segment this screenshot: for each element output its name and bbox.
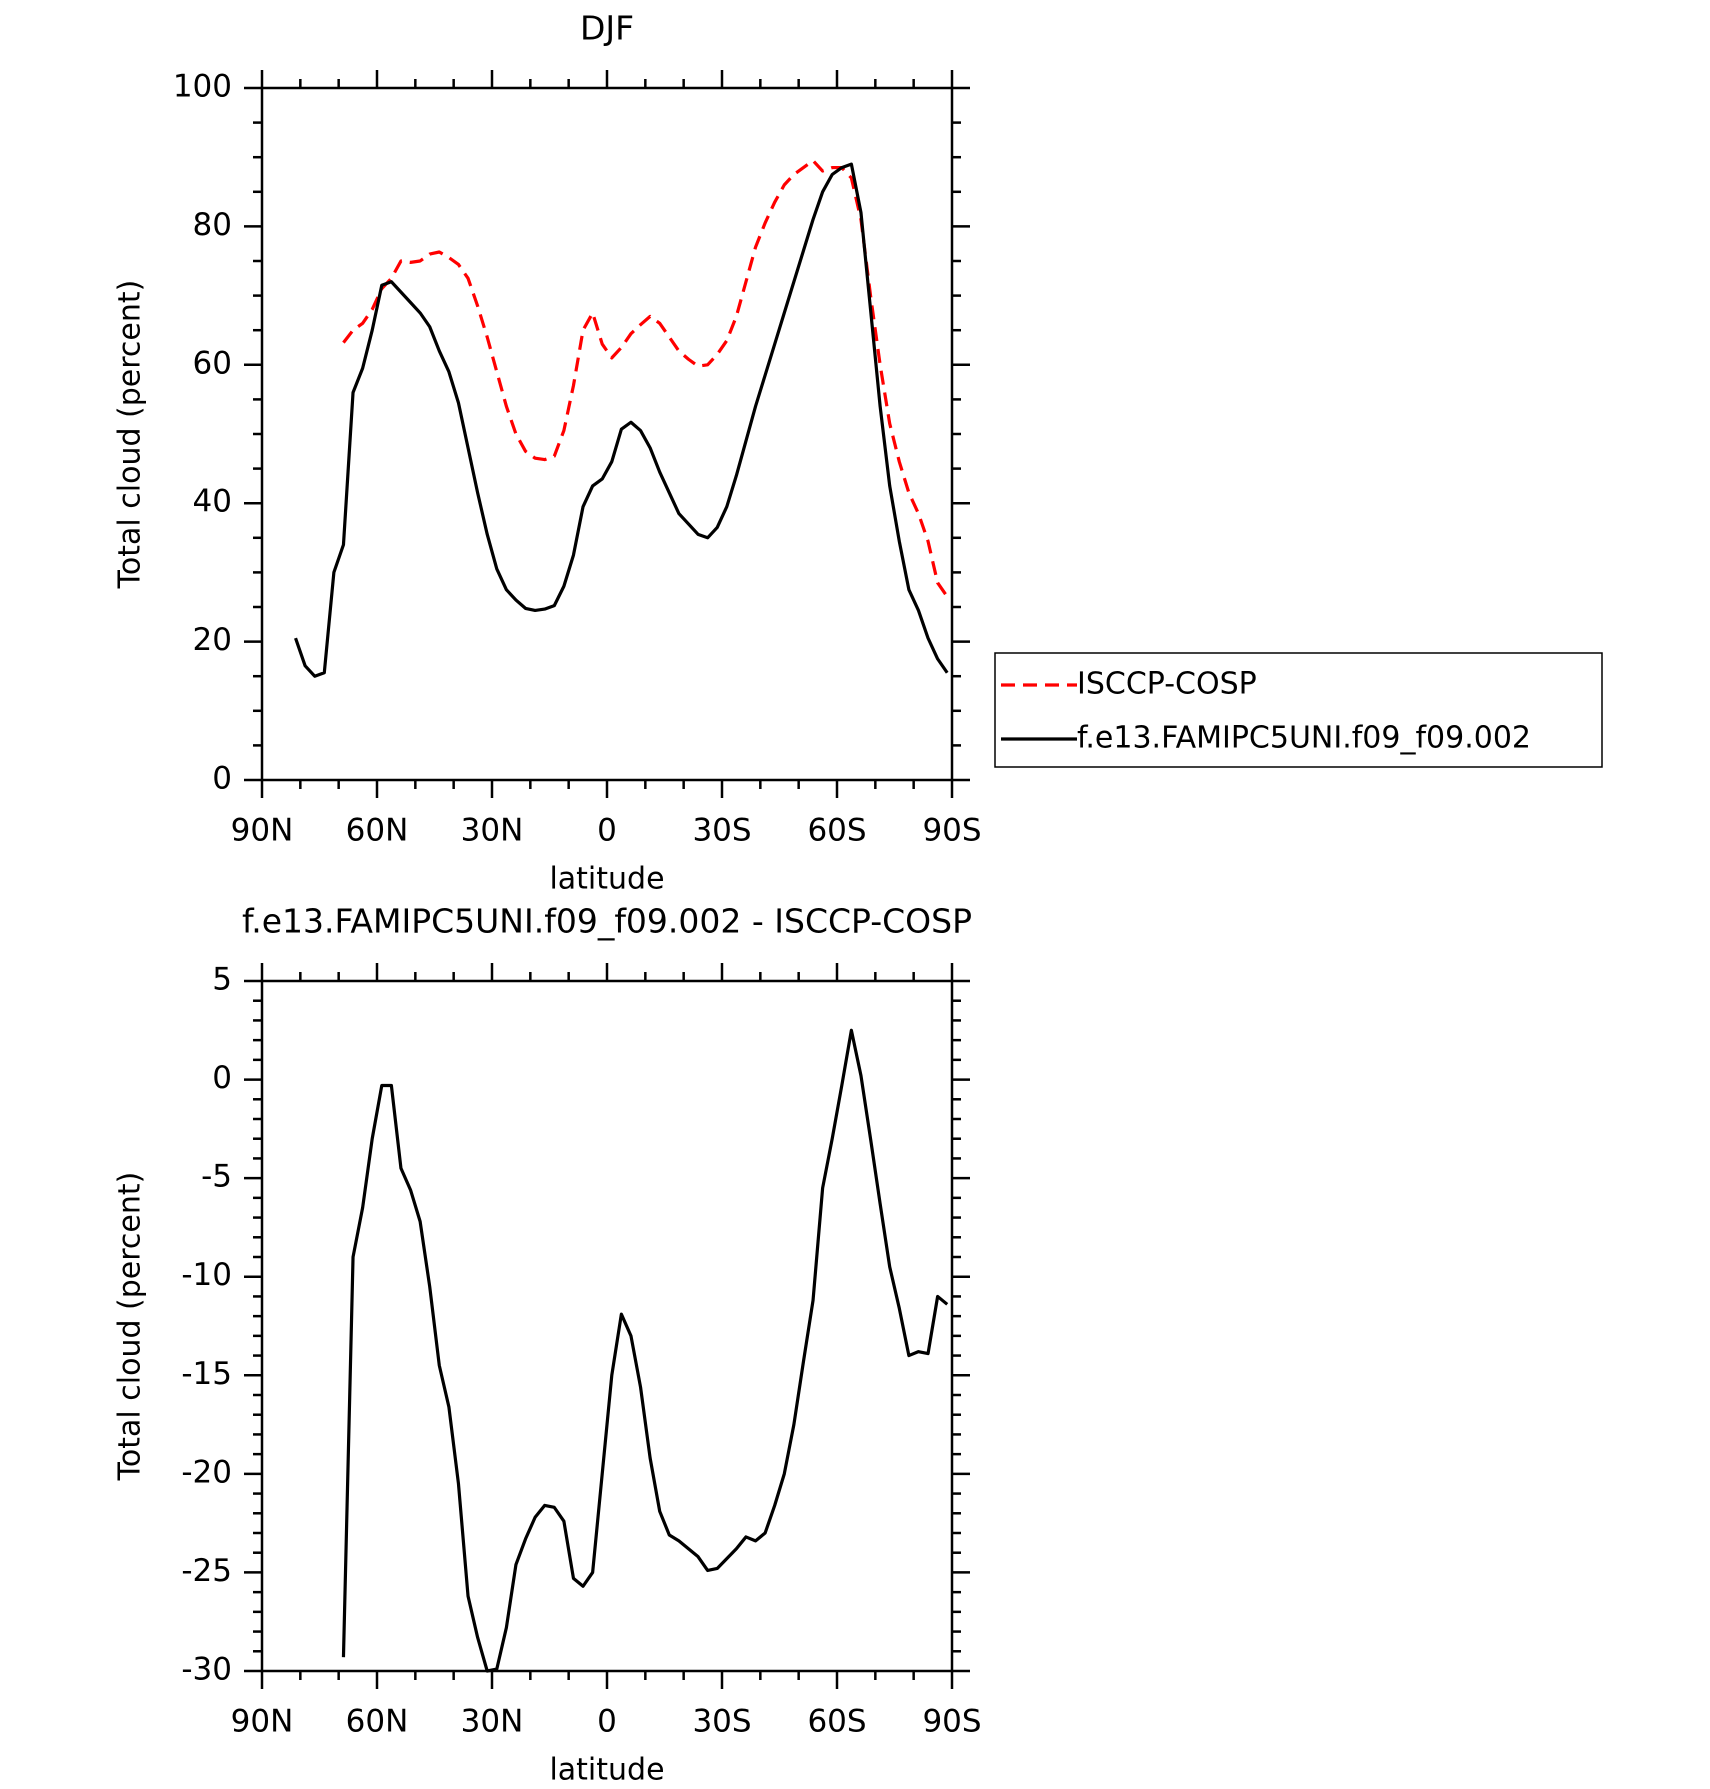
x-tick-label: 60N [346,1704,409,1740]
data-line [342,159,949,598]
x-tick-label: 90N [231,813,294,849]
x-axis-label: latitude [549,1753,664,1788]
x-tick-label: 90N [231,1704,294,1740]
x-axis-label: latitude [549,862,664,897]
x-tick-label: 30S [692,1704,751,1740]
y-axis-label: Total cloud (percent) [113,280,148,590]
legend-label: f.e13.FAMIPC5UNI.f09_f09.002 [1077,721,1531,756]
x-tick-label: 60N [346,813,409,849]
x-tick-label: 30N [461,813,524,849]
y-axis-label: Total cloud (percent) [113,1172,148,1482]
y-tick-label: -15 [181,1356,232,1392]
x-tick-label: 60S [807,1704,866,1740]
chart-title: DJF [580,9,634,48]
x-tick-label: 90S [922,1704,981,1740]
chart-title: f.e13.FAMIPC5UNI.f09_f09.002 - ISCCP-COS… [242,902,972,941]
data-line [294,162,949,678]
plot-frame [260,86,954,782]
x-tick-label: 90S [922,813,981,849]
y-tick-label: 20 [193,622,232,658]
y-tick-label: -25 [181,1553,232,1589]
y-tick-label: 60 [193,345,232,381]
y-tick-label: -30 [181,1652,232,1688]
y-tick-label: 40 [193,484,232,520]
x-tick-label: 30S [692,813,751,849]
y-tick-label: 80 [193,207,232,243]
x-tick-label: 30N [461,1704,524,1740]
x-tick-label: 0 [597,1704,617,1740]
y-tick-label: -10 [181,1257,232,1293]
data-line [341,1028,949,1673]
y-tick-label: 100 [173,69,232,105]
x-tick-label: 60S [807,813,866,849]
plot-frame [260,979,954,1673]
y-tick-label: -20 [181,1454,232,1490]
x-tick-label: 0 [597,813,617,849]
legend-box [994,652,1603,768]
y-tick-label: 5 [212,962,232,998]
y-tick-label: 0 [212,761,232,797]
legend-label: ISCCP-COSP [1077,667,1257,702]
y-tick-label: -5 [201,1159,232,1195]
y-tick-label: 0 [212,1060,232,1096]
